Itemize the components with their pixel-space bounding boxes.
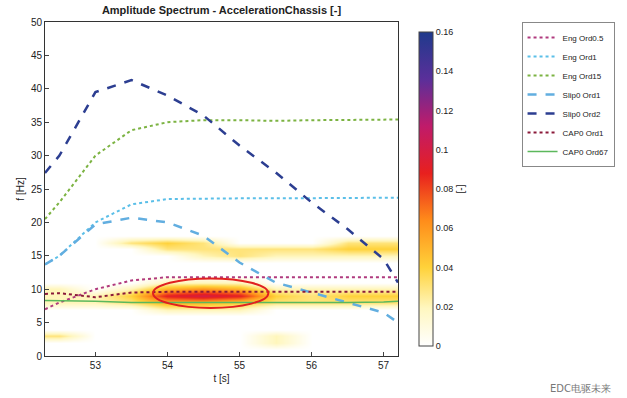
svg-text:0.02: 0.02 [436,302,454,312]
svg-text:35: 35 [31,117,43,128]
svg-text:0.06: 0.06 [436,223,454,233]
svg-text:EDC电驱未来: EDC电驱未来 [550,383,611,394]
svg-text:0.08: 0.08 [436,184,454,194]
svg-text:0.1: 0.1 [436,145,449,155]
svg-text:0: 0 [36,351,42,362]
svg-text:5: 5 [36,317,42,328]
svg-text:Slip0 Ord2: Slip0 Ord2 [563,110,601,119]
svg-text:f [Hz]: f [Hz] [15,177,26,201]
svg-text:Slip0 Ord1: Slip0 Ord1 [563,91,601,100]
svg-text:45: 45 [31,50,43,61]
svg-text:20: 20 [31,217,43,228]
svg-text:Eng Ord1: Eng Ord1 [563,53,598,62]
svg-text:0.16: 0.16 [436,27,454,37]
svg-text:Amplitude Spectrum - Accelerat: Amplitude Spectrum - AccelerationChassis… [102,4,342,16]
svg-text:Eng Ord0.5: Eng Ord0.5 [563,34,604,43]
svg-text:0.14: 0.14 [436,66,454,76]
svg-text:56: 56 [306,360,318,371]
svg-text:15: 15 [31,250,43,261]
svg-text:[-]: [-] [455,184,466,193]
svg-text:30: 30 [31,150,43,161]
svg-text:40: 40 [31,83,43,94]
svg-text:55: 55 [234,360,246,371]
svg-text:t [s]: t [s] [213,373,229,384]
svg-text:25: 25 [31,184,43,195]
svg-text:57: 57 [378,360,390,371]
svg-text:CAP0 Ord67: CAP0 Ord67 [563,148,609,157]
svg-text:54: 54 [162,360,174,371]
svg-text:0.04: 0.04 [436,263,454,273]
svg-text:50: 50 [31,17,43,28]
svg-text:CAP0 Ord1: CAP0 Ord1 [563,129,604,138]
svg-text:0: 0 [436,341,441,351]
svg-text:Eng Ord15: Eng Ord15 [563,72,602,81]
svg-text:53: 53 [90,360,102,371]
svg-text:0.12: 0.12 [436,106,454,116]
svg-text:10: 10 [31,284,43,295]
